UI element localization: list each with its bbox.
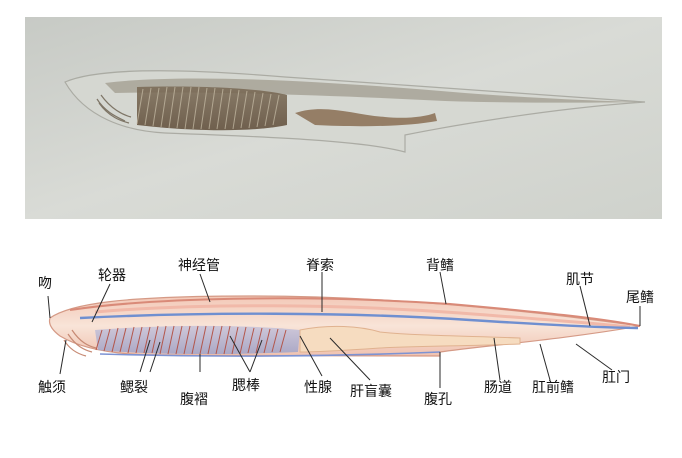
- label-weiqi: 尾鳍: [626, 290, 654, 306]
- label-wen: 吻: [38, 276, 52, 292]
- diagram-notochord: [79, 312, 639, 330]
- label-ganqianqi: 肛前鳍: [532, 379, 574, 396]
- leader-lines: [47, 271, 641, 388]
- label-chuxu: 触须: [38, 380, 66, 396]
- label-saibang: 腮棒: [232, 378, 260, 394]
- label-sailie: 鳃裂: [120, 380, 148, 396]
- label-jijie: 肌节: [566, 272, 594, 288]
- diagram-gut: [299, 325, 521, 353]
- label-lunqi: 轮器: [98, 268, 126, 284]
- photo-dorsal-band: [105, 78, 640, 103]
- diagram-ventral-vessel: [99, 351, 441, 357]
- label-beiqi: 背鳍: [426, 258, 454, 274]
- diagram-dorsal-fin: [69, 297, 641, 327]
- photo-gut: [295, 109, 437, 127]
- label-fuzhe: 腹褶: [180, 391, 208, 408]
- label-fukong: 腹孔: [424, 391, 452, 408]
- diagram-pharynx: [95, 325, 300, 355]
- photo-oral-cirri: [96, 94, 132, 124]
- lancelet-photo: [25, 17, 662, 219]
- photo-gill-bars: [136, 86, 280, 130]
- label-xingxian: 性腺: [304, 380, 332, 396]
- diagram-gill-slits: [95, 325, 287, 355]
- label-ganmen: 肛门: [602, 370, 630, 386]
- label-ganmangnang: 肝盲囊: [350, 383, 392, 400]
- label-changdao: 肠道: [484, 380, 512, 396]
- diagram-neural-tube: [94, 304, 631, 329]
- label-shenjingguan: 神经管: [178, 258, 220, 274]
- label-jisuo: 脊索: [306, 257, 334, 274]
